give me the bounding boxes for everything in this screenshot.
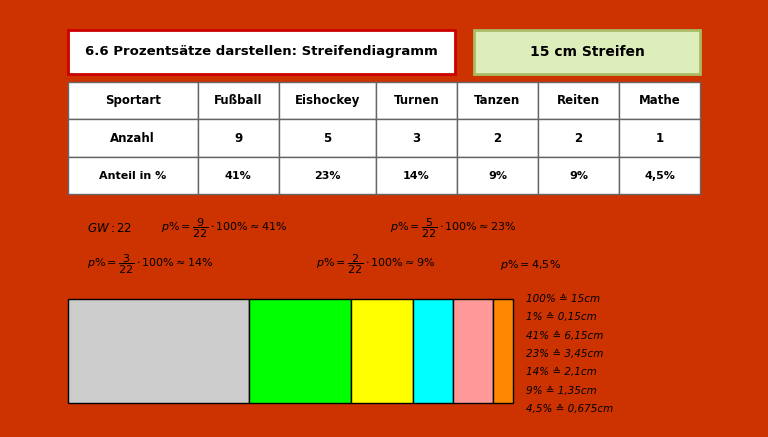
Bar	[197, 119, 279, 157]
Text: Sportart: Sportart	[104, 94, 161, 107]
Text: 9% ≙ 1,35cm: 9% ≙ 1,35cm	[526, 386, 597, 396]
Bar	[619, 119, 700, 157]
Bar	[68, 82, 197, 119]
Bar	[538, 82, 619, 119]
Text: 1: 1	[656, 132, 664, 145]
Text: $p\% = \dfrac{2}{22} \cdot 100\% \approx 9\%$: $p\% = \dfrac{2}{22} \cdot 100\% \approx…	[316, 253, 435, 277]
Bar	[376, 119, 457, 157]
Text: 100% ≙ 15cm: 100% ≙ 15cm	[526, 294, 600, 304]
Bar	[68, 119, 197, 157]
Bar	[457, 157, 538, 194]
Text: 14% ≙ 2,1cm: 14% ≙ 2,1cm	[526, 368, 597, 378]
Text: 41% ≙ 6,15cm: 41% ≙ 6,15cm	[526, 331, 604, 341]
Text: Mathe: Mathe	[639, 94, 680, 107]
Bar	[376, 82, 457, 119]
Bar	[457, 82, 538, 119]
Text: 2: 2	[493, 132, 502, 145]
Text: 23% ≙ 3,45cm: 23% ≙ 3,45cm	[526, 349, 604, 359]
Bar	[493, 299, 513, 403]
Text: 14%: 14%	[403, 170, 430, 180]
Text: 9%: 9%	[488, 170, 507, 180]
Text: 1% ≙ 0,15cm: 1% ≙ 0,15cm	[526, 312, 597, 322]
Bar	[68, 30, 455, 74]
Bar	[279, 82, 376, 119]
Bar	[538, 119, 619, 157]
Text: 23%: 23%	[314, 170, 340, 180]
Text: 2: 2	[574, 132, 583, 145]
Text: 9: 9	[234, 132, 242, 145]
Bar	[197, 82, 279, 119]
Text: 4,5%: 4,5%	[644, 170, 675, 180]
Text: $p\% = \dfrac{5}{22} \cdot 100\% \approx 23\%$: $p\% = \dfrac{5}{22} \cdot 100\% \approx…	[390, 217, 517, 240]
Bar	[197, 157, 279, 194]
Text: 9%: 9%	[569, 170, 588, 180]
Text: $p\% = \dfrac{9}{22} \cdot 100\% \approx 41\%$: $p\% = \dfrac{9}{22} \cdot 100\% \approx…	[161, 217, 288, 240]
Text: 3: 3	[412, 132, 421, 145]
Bar	[619, 157, 700, 194]
Text: $p\% = \dfrac{3}{22} \cdot 100\% \approx 14\%$: $p\% = \dfrac{3}{22} \cdot 100\% \approx…	[88, 253, 214, 277]
Text: 5: 5	[323, 132, 331, 145]
Bar	[413, 299, 453, 403]
Bar	[68, 157, 197, 194]
Text: 4,5% ≙ 0,675cm: 4,5% ≙ 0,675cm	[526, 404, 613, 414]
Text: 41%: 41%	[225, 170, 251, 180]
Bar	[279, 119, 376, 157]
Bar	[619, 82, 700, 119]
Bar	[453, 299, 493, 403]
Bar	[351, 299, 413, 403]
Text: $p\% = 4{,}5\%$: $p\% = 4{,}5\%$	[500, 258, 561, 272]
Text: Anzahl: Anzahl	[111, 132, 155, 145]
Bar	[457, 119, 538, 157]
Bar	[376, 157, 457, 194]
Bar	[475, 30, 700, 74]
Text: Anteil in %: Anteil in %	[99, 170, 167, 180]
Text: 6.6 Prozentsätze darstellen: Streifendiagramm: 6.6 Prozentsätze darstellen: Streifendia…	[85, 45, 438, 58]
Text: Reiten: Reiten	[557, 94, 600, 107]
Text: $\mathit{GW}: 22$: $\mathit{GW}: 22$	[88, 222, 132, 235]
Text: Fußball: Fußball	[214, 94, 263, 107]
Bar	[538, 157, 619, 194]
Text: 15 cm Streifen: 15 cm Streifen	[530, 45, 644, 59]
Text: Tanzen: Tanzen	[475, 94, 521, 107]
Bar	[250, 299, 351, 403]
Text: Eishockey: Eishockey	[295, 94, 360, 107]
Text: Turnen: Turnen	[393, 94, 439, 107]
Bar	[68, 299, 250, 403]
Bar	[279, 157, 376, 194]
